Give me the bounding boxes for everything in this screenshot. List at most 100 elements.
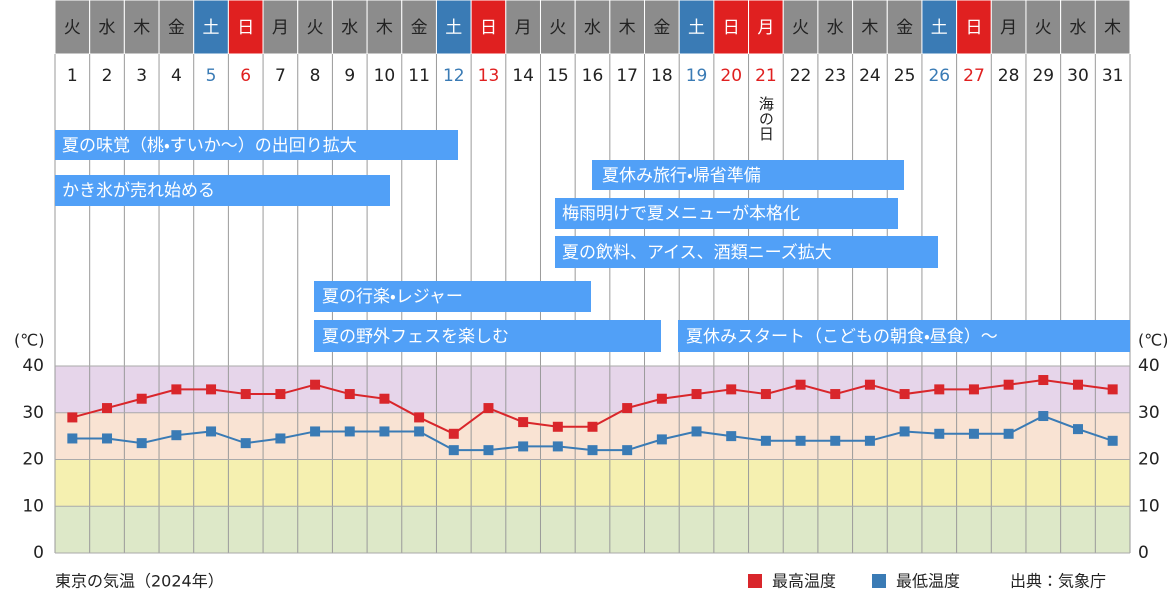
y2-tick-label: 40	[1138, 356, 1160, 376]
x-tick-label: 1	[67, 66, 78, 86]
point	[864, 435, 875, 446]
weekday-cell	[401, 0, 437, 55]
event-box	[314, 320, 661, 352]
event-box	[314, 281, 591, 312]
point	[968, 384, 979, 395]
point	[379, 393, 390, 404]
event: かき氷が売れ始める	[55, 175, 390, 206]
point	[830, 389, 841, 400]
point	[344, 389, 355, 400]
x-tick-label: 8	[310, 66, 321, 86]
weekday-label: 火	[1035, 18, 1052, 38]
y-tick-label: 20	[22, 450, 44, 470]
weekday-label: 木	[861, 18, 878, 38]
event-label: かき氷が売れ始める	[62, 181, 215, 201]
point	[136, 393, 147, 404]
point	[67, 412, 78, 423]
x-tick-label: 25	[894, 66, 916, 86]
legend-swatch	[872, 574, 886, 588]
x-tick-label: 9	[344, 66, 355, 86]
event-label: 夏の味覚（桃・すいか〜）の出回り拡大	[62, 136, 357, 156]
weekday-cell	[54, 0, 91, 55]
point	[587, 421, 598, 432]
y-tick-label: 10	[22, 496, 44, 516]
event-label: 夏の行楽・レジャー	[322, 287, 463, 307]
x-tick-label: 21	[755, 66, 777, 86]
point	[136, 438, 147, 449]
event: 夏の飲料、アイス、酒類ニーズ拡大	[555, 236, 938, 268]
weekday-label: 木	[133, 18, 150, 38]
point	[310, 426, 321, 437]
point	[899, 389, 910, 400]
y2-tick-label: 0	[1138, 543, 1149, 563]
y2-tick-label: 20	[1138, 450, 1160, 470]
point	[899, 426, 910, 437]
x-tick-label: 13	[478, 66, 500, 86]
x-tick-label: 4	[171, 66, 182, 86]
point	[1072, 424, 1083, 435]
x-tick-label: 31	[1102, 66, 1124, 86]
weekday-cell	[193, 0, 229, 55]
point	[483, 403, 494, 414]
event-label: 夏休みスタート（こどもの朝食・昼食）〜	[686, 327, 998, 347]
point	[1003, 428, 1014, 439]
weekday-label: 月	[1000, 18, 1017, 38]
weekday-cell	[262, 0, 299, 55]
x-tick-label: 14	[512, 66, 534, 86]
y-tick-label: 0	[33, 543, 44, 563]
point	[240, 438, 251, 449]
point	[448, 428, 459, 439]
event-label: 夏の野外フェスを楽しむ	[322, 327, 509, 347]
event-box	[555, 236, 938, 268]
point	[795, 379, 806, 390]
point	[414, 426, 425, 437]
weekday-label: 金	[653, 18, 670, 38]
weekday-label: 火	[307, 18, 324, 38]
point	[171, 384, 182, 395]
point	[1107, 384, 1118, 395]
point	[240, 389, 251, 400]
weekday-label: 水	[584, 18, 601, 38]
weekday-cell	[505, 0, 541, 55]
weekday-label: 月	[515, 18, 532, 38]
x-tick-label: 7	[275, 66, 286, 86]
weekday-cell	[817, 0, 854, 55]
weekday-cell	[435, 0, 472, 55]
x-tick-label: 28	[998, 66, 1020, 86]
point	[483, 445, 494, 456]
point	[691, 426, 702, 437]
legend-label: 最高温度	[772, 572, 836, 591]
event-box	[55, 130, 458, 160]
legend-swatch	[748, 574, 762, 588]
weekday-label: 日	[237, 18, 254, 38]
weekday-cell	[852, 0, 888, 55]
weekday-label: 火	[64, 18, 81, 38]
point	[552, 441, 563, 452]
weekday-label: 水	[341, 18, 358, 38]
point	[1038, 375, 1049, 386]
event-box	[592, 160, 904, 190]
x-tick-label: 15	[547, 66, 569, 86]
point	[622, 403, 633, 414]
y2-tick-label: 30	[1138, 403, 1160, 423]
event: 夏休み旅行・帰省準備	[592, 160, 904, 190]
x-tick-label: 23	[824, 66, 846, 86]
weekday-cell	[123, 0, 160, 55]
source: 出典：気象庁	[1010, 572, 1106, 591]
weekday-cell	[227, 0, 264, 55]
point	[726, 384, 737, 395]
weekday-label: 土	[203, 18, 220, 38]
weekday-label: 火	[549, 18, 566, 38]
event-box	[678, 320, 1130, 352]
weekday-label: 土	[445, 18, 462, 38]
point	[102, 403, 113, 414]
weekday-cell	[886, 0, 923, 55]
point	[934, 428, 945, 439]
x-tick-label: 17	[616, 66, 638, 86]
weekday-cell	[297, 0, 333, 55]
weekday-label: 金	[896, 18, 913, 38]
point	[691, 389, 702, 400]
x-tick-label: 12	[443, 66, 465, 86]
